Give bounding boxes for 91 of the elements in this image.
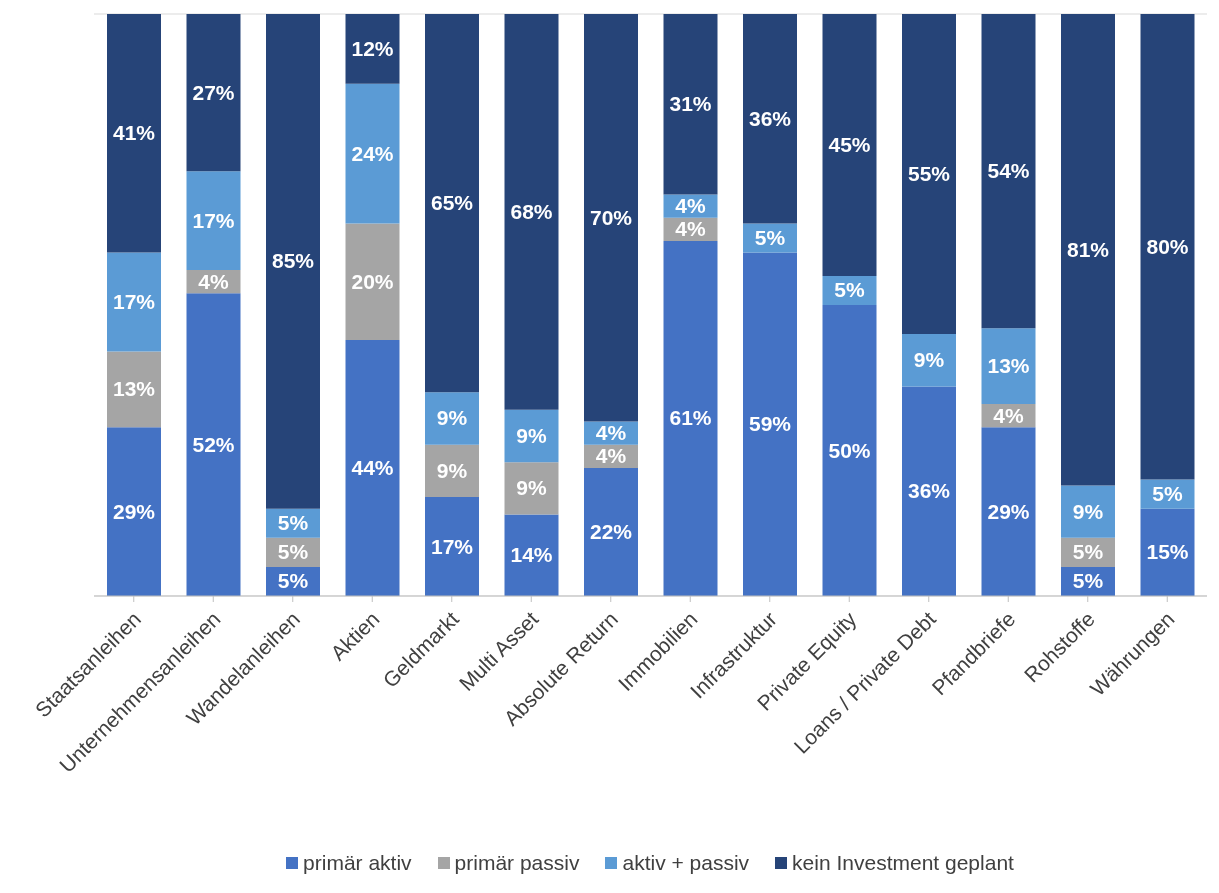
bar <box>743 252 797 596</box>
data-label: 24% <box>351 141 394 165</box>
bar <box>345 339 400 596</box>
data-label: 4% <box>595 444 627 468</box>
bar <box>822 14 877 276</box>
bar <box>1061 485 1115 538</box>
bar <box>1140 14 1195 480</box>
data-label: 17% <box>192 208 235 232</box>
bar <box>663 14 718 195</box>
bar <box>981 427 1036 596</box>
data-label: 9% <box>1072 499 1104 523</box>
data-label: 17% <box>430 534 474 558</box>
data-label: 4% <box>993 403 1024 427</box>
data-label: 80% <box>1146 234 1189 258</box>
bar <box>107 252 161 352</box>
data-label: 68% <box>510 199 553 223</box>
bar <box>345 14 400 84</box>
data-label: 36% <box>907 479 951 503</box>
bar <box>902 14 956 335</box>
data-label: 9% <box>436 406 468 430</box>
legend-label: kein Investment geplant <box>791 851 1014 875</box>
data-label: 4% <box>595 421 627 445</box>
data-label: 70% <box>589 205 633 229</box>
data-label: 4% <box>675 217 706 241</box>
data-label: 5% <box>277 540 309 564</box>
data-label: 5% <box>277 511 309 535</box>
bar <box>1061 14 1115 486</box>
data-label: 55% <box>907 162 951 186</box>
data-label: 9% <box>516 423 547 447</box>
data-label: 5% <box>277 569 309 593</box>
bar <box>902 386 956 596</box>
bar <box>107 427 161 596</box>
data-label: 5% <box>754 226 786 250</box>
bar <box>107 351 161 428</box>
legend-label: primär aktiv <box>302 851 412 875</box>
data-label: 5% <box>834 278 865 302</box>
bar <box>584 467 638 596</box>
data-label: 20% <box>351 269 394 293</box>
bar <box>822 305 877 596</box>
data-label: 31% <box>669 92 712 116</box>
data-label: 5% <box>1072 569 1104 593</box>
data-label: 14% <box>510 543 553 567</box>
data-label: 65% <box>430 191 474 215</box>
data-label: 52% <box>192 432 235 456</box>
bar <box>345 83 400 224</box>
data-label: 27% <box>192 80 235 104</box>
data-label: 59% <box>748 412 792 436</box>
data-label: 45% <box>828 132 871 156</box>
data-label: 13% <box>112 377 156 401</box>
data-label: 36% <box>748 106 792 130</box>
bar <box>504 514 559 596</box>
bar <box>186 171 241 271</box>
bar <box>425 392 479 445</box>
data-label: 85% <box>271 249 315 273</box>
data-label: 29% <box>987 499 1030 523</box>
data-label: 13% <box>987 354 1030 378</box>
data-label: 9% <box>913 348 945 372</box>
data-label: 4% <box>198 269 229 293</box>
bar <box>345 223 400 340</box>
data-label: 9% <box>516 476 547 500</box>
data-label: 15% <box>1146 540 1189 564</box>
bar <box>981 14 1036 329</box>
data-label: 29% <box>112 499 156 523</box>
bar <box>266 14 320 509</box>
bar <box>186 293 241 596</box>
bar <box>981 328 1036 404</box>
legend-label: primär passiv <box>453 851 580 875</box>
data-label: 17% <box>112 290 156 314</box>
data-label: 4% <box>675 194 706 218</box>
bar <box>663 240 718 596</box>
data-label: 50% <box>828 438 871 462</box>
bar <box>504 462 559 515</box>
bar <box>186 14 241 172</box>
bar <box>107 14 161 253</box>
data-label: 61% <box>669 406 712 430</box>
data-label: 54% <box>987 159 1030 183</box>
data-label: 22% <box>589 519 633 543</box>
data-label: 5% <box>1072 540 1104 564</box>
legend-label: aktiv + passiv <box>621 851 750 875</box>
data-label: 9% <box>436 458 468 482</box>
bar <box>743 14 797 224</box>
data-label: 81% <box>1066 237 1110 261</box>
bar <box>425 14 479 393</box>
data-label: 5% <box>1152 482 1183 506</box>
bar <box>504 14 559 410</box>
data-label: 44% <box>351 455 394 479</box>
bar <box>1140 508 1195 596</box>
data-label: 41% <box>112 121 156 145</box>
bar <box>584 14 638 422</box>
data-label: 12% <box>351 36 394 60</box>
bar <box>425 497 479 596</box>
